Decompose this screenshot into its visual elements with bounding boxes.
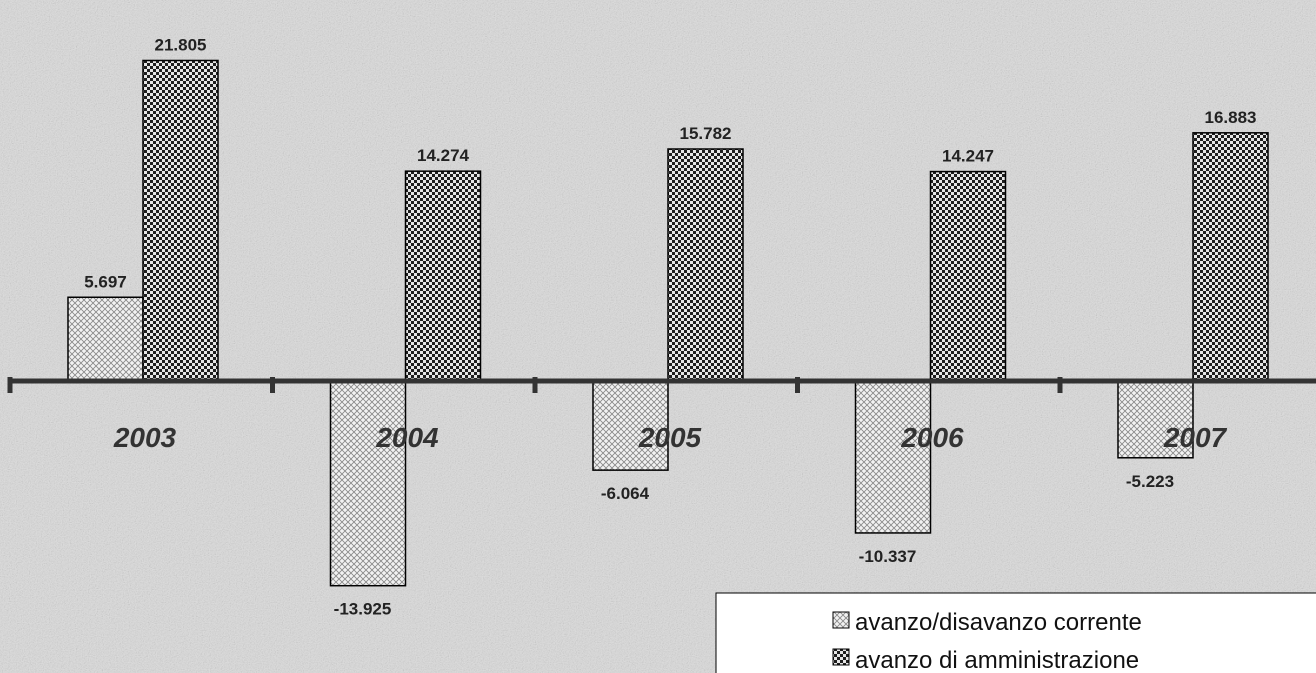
legend-box (715, 592, 1316, 673)
bar-administration-2003 (142, 59, 219, 382)
x-tick-label-2007: 2007 (1163, 422, 1228, 453)
data-label-administration-2003: 21.805 (155, 35, 207, 54)
x-axis-tick-labels: 2003 2004 2005 2006 2007 (113, 422, 1228, 453)
bar-current-2005 (592, 380, 669, 471)
data-label-current-2004: -13.925 (334, 600, 392, 619)
bar-administration-2007 (1192, 132, 1269, 382)
bar-current-2006 (854, 380, 932, 534)
data-label-administration-2006: 14.247 (942, 147, 994, 166)
bar-administration-2006 (929, 170, 1007, 382)
legend-swatch-administration (832, 648, 850, 666)
bar-administration-2004 (404, 170, 482, 382)
data-label-administration-2007: 16.883 (1205, 108, 1257, 127)
bar-current-2007 (1117, 380, 1194, 459)
x-axis-ticks (7, 377, 1063, 393)
x-tick-label-2005: 2005 (638, 422, 702, 453)
x-tick-label-2003: 2003 (113, 422, 177, 453)
legend-label-current: avanzo/disavanzo corrente (855, 609, 1142, 636)
bar-current-2003 (67, 296, 144, 382)
bar-current-2004 (329, 380, 407, 587)
legend-label-administration: avanzo di amministrazione (855, 647, 1139, 673)
data-labels: 5.697 -13.925 -6.064 -10.337 -5.223 21.805 14.… (84, 35, 1256, 618)
x-axis (7, 377, 1316, 393)
x-tick-label-2004: 2004 (375, 422, 439, 453)
bar-administration-2005 (667, 148, 744, 382)
legend-swatch-current (832, 611, 850, 629)
data-label-administration-2004: 14.274 (417, 146, 470, 165)
data-label-administration-2005: 15.782 (680, 124, 732, 143)
legend: avanzo/disavanzo corrente avanzo di ammi… (715, 592, 1316, 673)
data-label-current-2007: -5.223 (1126, 472, 1174, 491)
data-label-current-2005: -6.064 (601, 484, 650, 503)
data-label-current-2006: -10.337 (859, 547, 917, 566)
x-tick-label-2006: 2006 (900, 422, 964, 453)
data-label-current-2003: 5.697 (84, 272, 127, 291)
